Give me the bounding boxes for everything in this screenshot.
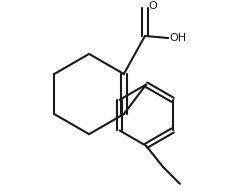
Text: OH: OH — [169, 33, 186, 43]
Text: O: O — [148, 1, 157, 11]
